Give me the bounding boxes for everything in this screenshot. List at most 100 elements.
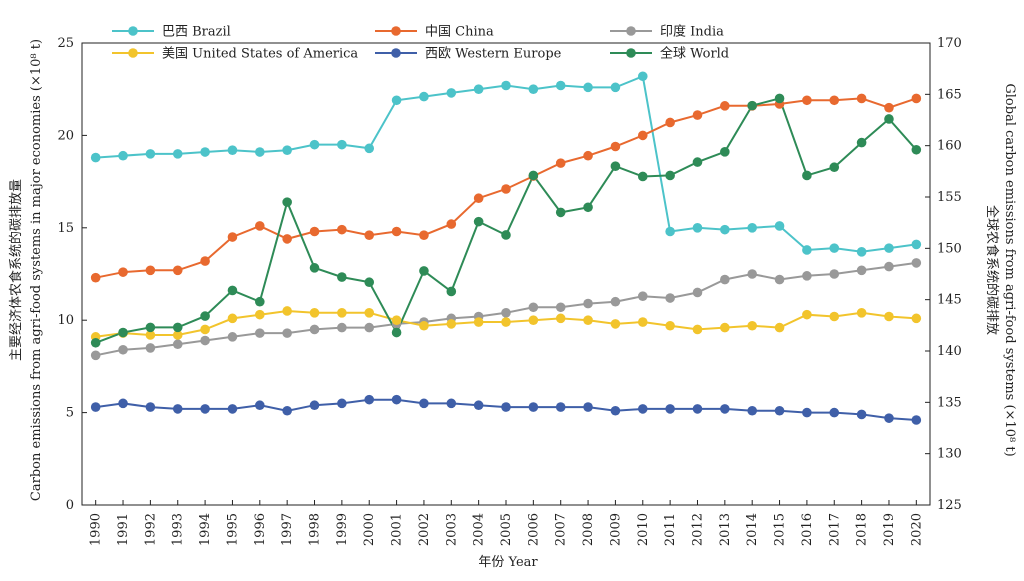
x-tick-label: 2020	[909, 513, 924, 546]
data-point	[528, 170, 539, 181]
x-tick-label: 2001	[390, 513, 405, 546]
legend-marker	[626, 48, 636, 58]
x-tick-label: 2008	[581, 513, 596, 546]
data-point	[282, 328, 292, 338]
data-point	[255, 400, 265, 411]
data-point	[255, 147, 265, 157]
right-tick-label: 160	[937, 139, 962, 154]
data-point	[555, 302, 566, 313]
data-point	[802, 407, 812, 418]
data-point	[227, 404, 238, 414]
data-point	[419, 230, 429, 240]
data-point	[583, 202, 593, 213]
right-tick-label: 130	[937, 447, 962, 462]
data-point	[583, 298, 593, 309]
data-point	[555, 207, 566, 218]
data-point	[692, 324, 703, 335]
data-point	[473, 216, 484, 227]
data-point	[610, 82, 621, 93]
data-point	[610, 319, 621, 329]
x-tick-label: 1998	[308, 513, 323, 546]
data-point	[391, 226, 402, 237]
data-point	[419, 91, 429, 102]
data-point	[528, 402, 539, 412]
data-point	[802, 95, 812, 106]
data-point	[145, 330, 156, 340]
legend-marker	[128, 48, 138, 58]
legend-marker	[391, 48, 401, 58]
data-point	[172, 339, 183, 350]
data-point	[802, 245, 812, 255]
data-point	[583, 402, 593, 412]
data-point	[747, 269, 757, 279]
data-point	[774, 93, 785, 104]
right-tick-label: 170	[937, 36, 962, 51]
data-point	[90, 402, 101, 412]
data-point	[501, 317, 511, 327]
series-line	[95, 97, 918, 344]
data-point	[309, 226, 320, 237]
data-point	[501, 230, 511, 240]
data-point	[391, 315, 402, 326]
data-point	[829, 269, 840, 279]
data-point	[118, 327, 128, 338]
legend-label: 美国 United States of America	[162, 47, 358, 62]
data-point	[665, 293, 675, 303]
data-point	[118, 344, 128, 355]
legend-label: 印度 India	[660, 24, 724, 40]
data-point	[282, 145, 292, 155]
data-point	[665, 117, 675, 128]
data-point	[200, 404, 210, 414]
data-point	[172, 330, 183, 340]
data-point	[282, 306, 292, 316]
data-point	[446, 286, 457, 297]
data-point	[391, 327, 402, 338]
right-tick-label: 150	[937, 241, 962, 256]
data-point	[364, 230, 375, 240]
data-point	[610, 161, 621, 171]
data-point	[884, 114, 894, 124]
x-tick-label: 2011	[663, 513, 678, 546]
data-point	[255, 328, 265, 338]
data-point	[145, 149, 156, 159]
data-point	[720, 274, 730, 285]
x-tick-label: 2013	[718, 513, 733, 546]
data-point	[829, 95, 840, 106]
data-point	[282, 405, 292, 416]
data-point	[774, 274, 785, 285]
data-point	[501, 402, 511, 412]
data-point	[200, 324, 210, 335]
data-point	[665, 404, 675, 414]
data-point	[172, 322, 183, 333]
data-point	[637, 171, 648, 182]
data-point	[884, 102, 894, 113]
data-point	[583, 82, 593, 93]
data-point	[282, 197, 292, 207]
data-point	[118, 398, 128, 409]
data-point	[774, 221, 785, 231]
data-point	[884, 311, 894, 322]
x-tick-label: 2000	[362, 513, 377, 546]
data-point	[255, 296, 265, 307]
data-point	[555, 402, 566, 412]
data-point	[446, 398, 457, 409]
data-point	[528, 84, 539, 94]
right-tick-label: 165	[937, 87, 962, 102]
data-point	[419, 320, 429, 331]
data-point	[446, 319, 457, 329]
data-point	[720, 404, 730, 414]
left-tick-label: 0	[66, 498, 74, 513]
x-tick-label: 1999	[335, 513, 350, 546]
right-tick-label: 145	[937, 293, 962, 308]
data-point	[720, 101, 730, 111]
x-tick-label: 2009	[608, 513, 623, 546]
data-point	[446, 219, 457, 229]
data-point	[856, 409, 867, 420]
x-tick-label: 2004	[472, 513, 487, 546]
data-point	[118, 267, 128, 277]
right-tick-label: 125	[937, 498, 962, 513]
data-point	[364, 143, 375, 154]
x-tick-label: 2014	[745, 513, 760, 546]
data-point	[337, 308, 347, 318]
